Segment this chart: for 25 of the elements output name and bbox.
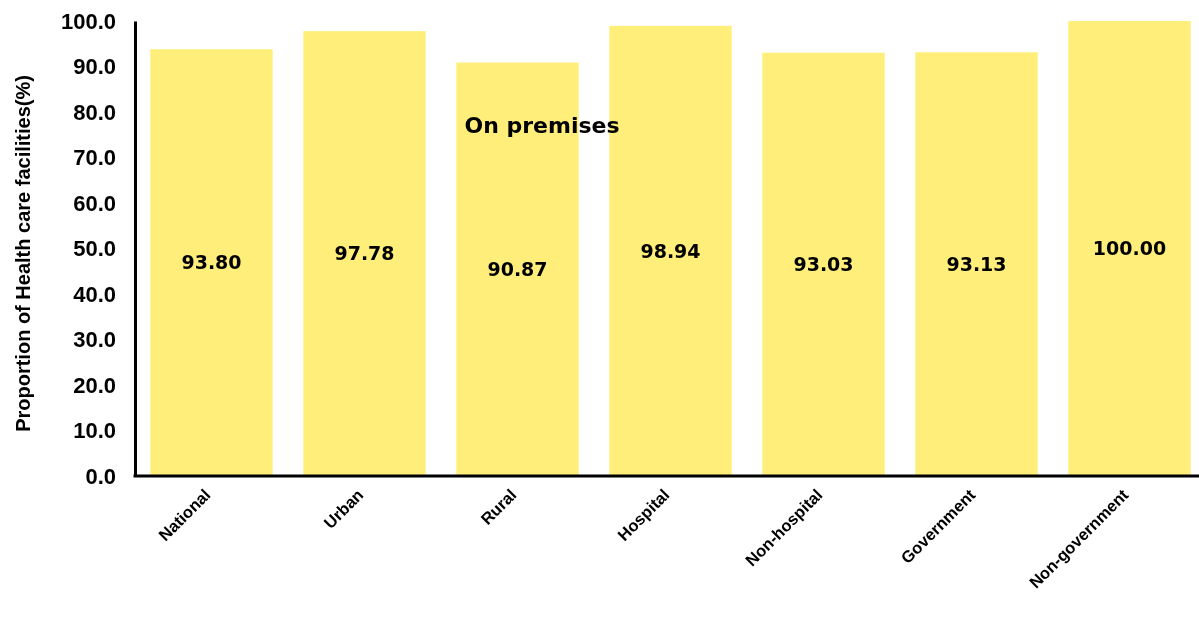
y-tick-label: 40.0 xyxy=(73,281,116,307)
y-tick-label: 10.0 xyxy=(73,418,116,444)
y-tick-label: 60.0 xyxy=(73,190,116,216)
y-axis-title: Proportion of Health care facilities(%) xyxy=(12,75,34,432)
y-tick-label: 0.0 xyxy=(85,463,116,489)
y-tick-label: 100.0 xyxy=(60,8,116,34)
y-tick-label: 50.0 xyxy=(73,236,116,262)
data-label: 93.80 xyxy=(181,251,242,274)
bar xyxy=(915,52,1038,476)
bar xyxy=(1068,21,1191,476)
y-tick-label: 70.0 xyxy=(73,145,116,171)
data-label: 100.00 xyxy=(1092,237,1167,260)
y-tick-label: 90.0 xyxy=(73,54,116,80)
data-label: 93.03 xyxy=(793,253,854,276)
data-label: 97.78 xyxy=(334,242,395,265)
bar xyxy=(150,49,273,476)
bar xyxy=(303,31,426,476)
bar xyxy=(762,52,885,476)
data-label: 90.87 xyxy=(487,257,548,280)
y-tick-label: 30.0 xyxy=(73,327,116,353)
data-label: 93.13 xyxy=(946,252,1007,275)
y-tick-label: 80.0 xyxy=(73,99,116,125)
text: On premises xyxy=(464,112,620,138)
data-label: 98.94 xyxy=(640,239,701,262)
y-tick-label: 20.0 xyxy=(73,372,116,398)
